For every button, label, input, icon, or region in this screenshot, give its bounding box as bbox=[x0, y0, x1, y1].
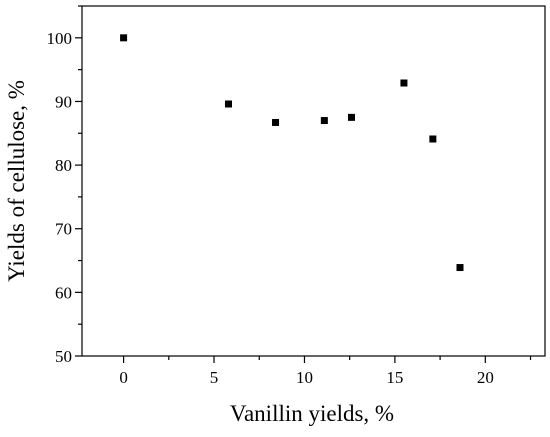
y-tick-label: 90 bbox=[55, 92, 72, 111]
x-tick-label: 5 bbox=[210, 368, 219, 387]
data-point bbox=[272, 118, 280, 126]
data-point bbox=[224, 100, 232, 108]
data-point bbox=[400, 79, 408, 87]
data-points bbox=[120, 34, 464, 272]
data-point bbox=[429, 135, 437, 143]
x-tick-label: 10 bbox=[296, 368, 313, 387]
y-tick-label: 80 bbox=[55, 156, 72, 175]
y-axis: 50 60 70 80 90 100 bbox=[47, 5, 82, 366]
plot-frame bbox=[81, 5, 546, 357]
x-tick-label: 15 bbox=[386, 368, 403, 387]
data-point bbox=[347, 113, 355, 121]
y-axis-title: Yields of cellulose, % bbox=[4, 80, 29, 282]
y-tick-label: 50 bbox=[55, 347, 72, 366]
x-axis-title: Vanillin yields, % bbox=[230, 401, 394, 426]
y-tick-label: 60 bbox=[55, 283, 72, 302]
x-axis: 0 5 10 15 20 bbox=[119, 356, 532, 387]
data-point bbox=[456, 264, 464, 272]
x-tick-label: 0 bbox=[119, 368, 128, 387]
x-tick-label: 20 bbox=[477, 368, 494, 387]
y-tick-label: 70 bbox=[55, 220, 72, 239]
y-tick-label: 100 bbox=[47, 29, 73, 48]
data-point bbox=[320, 117, 328, 125]
data-point bbox=[120, 34, 128, 42]
